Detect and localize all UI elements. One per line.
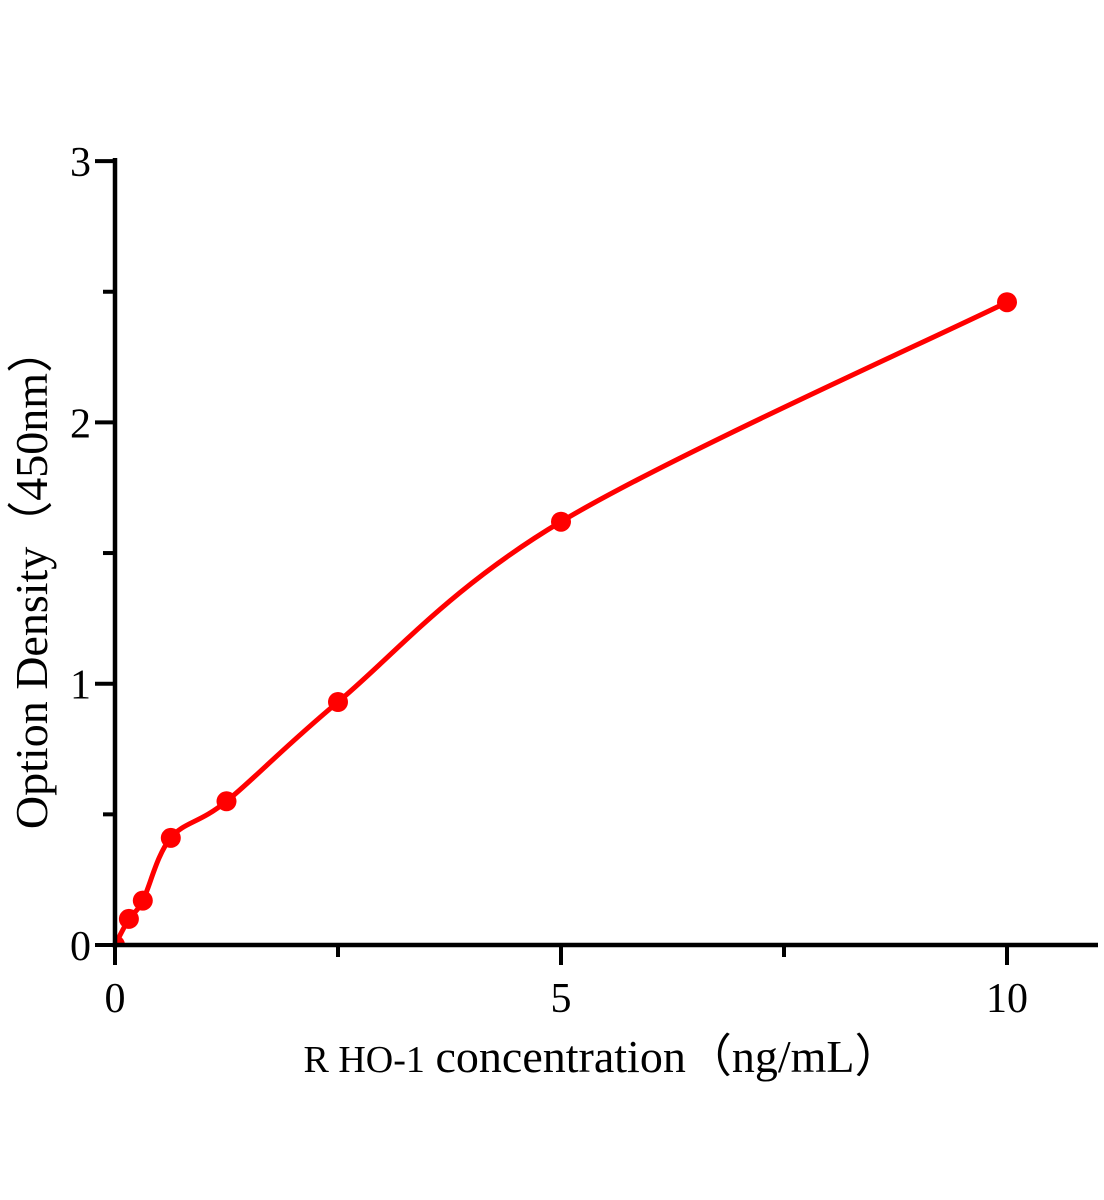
data-point-3	[160, 827, 181, 848]
data-point-2	[132, 890, 153, 911]
x-tick-label-0: 0	[105, 976, 126, 1022]
y-tick-label-1: 1	[70, 663, 91, 709]
x-axis-title: R HO-1 concentration（ng/mL）	[303, 1031, 901, 1083]
y-axis-title: Option Density（450nm）	[6, 326, 57, 830]
plot-area	[115, 292, 1017, 947]
data-point-4	[216, 791, 237, 812]
x-axis-title-main: concentration（ng/mL）	[435, 1031, 901, 1082]
x-axis-title-prefix: R HO-1	[303, 1039, 425, 1081]
fit-curve	[115, 299, 1010, 947]
data-point-5	[328, 692, 348, 712]
y-tick-label-2: 2	[70, 401, 91, 447]
y-tick-label-3: 3	[70, 140, 91, 186]
x-tick-label-5: 5	[551, 976, 572, 1022]
data-point-7	[997, 292, 1017, 313]
data-point-1	[118, 908, 139, 929]
data-point-6	[551, 511, 571, 532]
x-tick-label-10: 10	[986, 976, 1028, 1022]
y-tick-label-0: 0	[70, 924, 91, 970]
